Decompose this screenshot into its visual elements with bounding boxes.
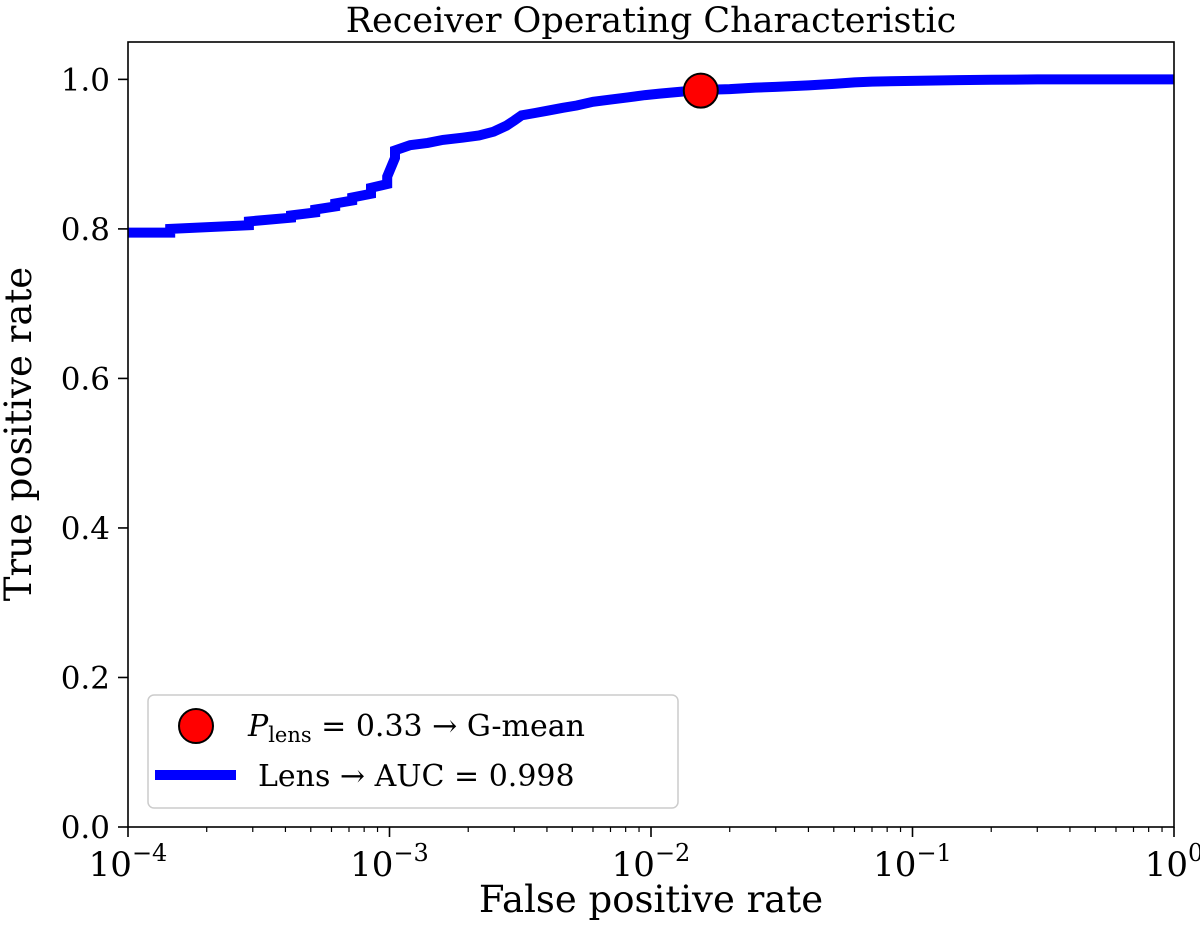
x-tick-label-0: 10−4 bbox=[89, 839, 168, 885]
y-tick-label-3: 0.6 bbox=[61, 361, 110, 397]
x-tick-label-exponent: −1 bbox=[916, 839, 951, 867]
y-axis-label: True positive rate bbox=[0, 267, 40, 601]
x-tick-label-base: 10 bbox=[873, 845, 916, 885]
y-tick-label-4: 0.8 bbox=[61, 212, 110, 248]
legend-marker-label-main: P bbox=[247, 709, 269, 744]
gmean-marker-point bbox=[682, 72, 719, 109]
legend-marker-label-sub: lens bbox=[268, 723, 311, 747]
x-tick-label-base: 10 bbox=[612, 845, 655, 885]
x-tick-label-base: 10 bbox=[350, 845, 393, 885]
x-tick-label-2: 10−2 bbox=[612, 839, 691, 885]
x-tick-label-exponent: −3 bbox=[393, 839, 428, 867]
y-tick-label-5: 1.0 bbox=[61, 62, 110, 98]
legend-entry-marker: Plens = 0.33 → G-mean bbox=[247, 709, 585, 747]
x-axis-label: False positive rate bbox=[479, 878, 823, 921]
legend-marker-swatch bbox=[178, 708, 214, 744]
legend: Plens = 0.33 → G-mean Lens → AUC = 0.998 bbox=[147, 694, 679, 809]
roc-curve-line-0 bbox=[128, 74, 1174, 238]
chart-title: Receiver Operating Characteristic bbox=[346, 1, 957, 41]
x-tick-label-4: 100 bbox=[1145, 839, 1200, 885]
x-tick-label-exponent: −4 bbox=[132, 839, 167, 867]
x-tick-label-base: 10 bbox=[89, 845, 132, 885]
x-tick-label-3: 10−1 bbox=[873, 839, 952, 885]
y-tick-label-1: 0.2 bbox=[61, 660, 110, 696]
x-tick-label-1: 10−3 bbox=[350, 839, 429, 885]
x-tick-label-exponent: 0 bbox=[1188, 839, 1200, 867]
y-tick-label-0: 0.0 bbox=[61, 810, 110, 846]
x-tick-label-base: 10 bbox=[1145, 845, 1188, 885]
legend-entry-series: Lens → AUC = 0.998 bbox=[258, 759, 575, 794]
x-tick-label-exponent: −2 bbox=[655, 839, 690, 867]
legend-marker-label-rest: = 0.33 → G-mean bbox=[312, 709, 585, 744]
y-tick-label-2: 0.4 bbox=[61, 511, 110, 547]
legend-box bbox=[147, 694, 679, 809]
